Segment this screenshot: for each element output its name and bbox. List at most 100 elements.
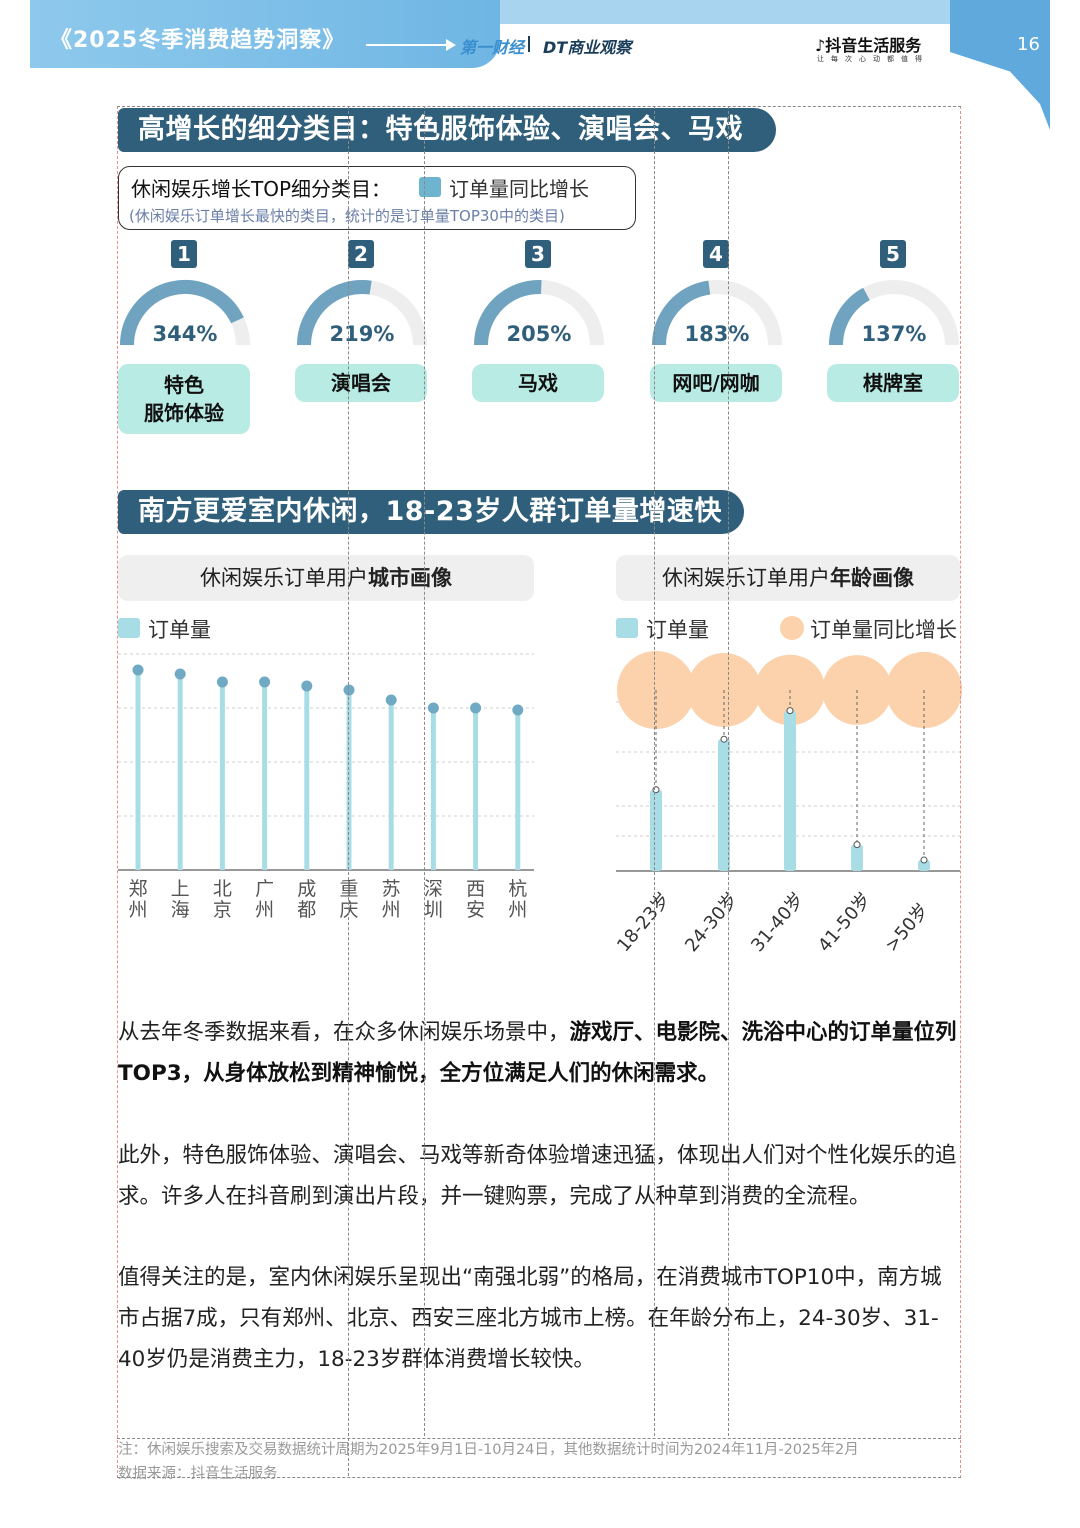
city-tick-label: 深圳 — [423, 878, 443, 921]
city-bar-dot — [343, 684, 355, 696]
section2-title: 南方更爱室内休闲，18-23岁人群订单量增速快 — [138, 496, 722, 527]
gauge-value: 205% — [506, 322, 572, 346]
category-label: 演唱会 — [331, 369, 391, 397]
age-bar-dot — [853, 841, 861, 849]
footer-source: 数据来源：抖音生活服务 — [118, 1466, 278, 1482]
city-legend-swatch — [118, 618, 140, 638]
category-label-line1: 特色 — [164, 373, 204, 397]
douyin-logo-text: 抖音生活服务 — [825, 36, 922, 55]
gauge-fill — [829, 287, 871, 346]
section1-banner: 高增长的细分类目：特色服饰体验、演唱会、马戏 — [118, 108, 776, 152]
age-tick-label: 18-23岁 — [613, 888, 675, 957]
age-bar-dot — [786, 707, 794, 715]
dt-logo: DT商业观察 — [543, 38, 632, 57]
gauge-value: 344% — [152, 322, 218, 346]
age-bar — [718, 739, 730, 871]
category-label-line1: 马戏 — [518, 371, 558, 395]
category-pill: 特色 服饰体验 — [118, 364, 250, 434]
guide-col-2 — [424, 106, 425, 1436]
footer-note: 注：休闲娱乐搜索及交易数据统计周期为2025年9月1日-10月24日，其他数据统… — [118, 1442, 859, 1458]
guide-left — [117, 106, 118, 1478]
city-tick-label: 成都 — [297, 878, 317, 921]
legend-label: 订单量同比增长 — [449, 177, 589, 201]
gauge-fill — [652, 280, 711, 346]
age-tick-label: >50岁 — [881, 899, 934, 957]
gauge-fill — [474, 280, 542, 346]
age-legend-swatch — [616, 618, 638, 638]
age-bar — [851, 844, 863, 871]
rank-badge: 4 — [703, 240, 729, 268]
paragraph-1: 从去年冬季数据来看，在众多休闲娱乐场景中，游戏厅、电影院、洗浴中心的订单量位列T… — [118, 1012, 963, 1094]
guide-right — [960, 106, 961, 1478]
city-tick-label: 广州 — [255, 878, 275, 921]
category-label: 特色 服饰体验 — [144, 371, 224, 427]
age-bar — [650, 789, 662, 871]
age-bar — [918, 860, 930, 871]
rank-badge: 2 — [348, 240, 374, 268]
growth-gauge: 219% — [295, 278, 429, 348]
header-title-block: 《2025冬季消费趋势洞察》 — [30, 0, 500, 68]
growth-legend-box: 休闲娱乐增长TOP细分类目： 订单量同比增长 (休闲娱乐订单增长最快的类目，统计… — [118, 166, 636, 230]
city-bar-dot — [174, 668, 186, 680]
page-number: 16 — [1017, 34, 1040, 55]
city-lollipop-chart — [118, 653, 534, 871]
logo-divider — [528, 36, 530, 52]
age-legend-growth: 订单量同比增长 — [810, 618, 957, 642]
report-title: 《2025冬季消费趋势洞察》 — [50, 28, 346, 53]
paragraph-1-bold: 游戏厅、电影院、洗浴中心的订单量位列TOP3，从身体放松到精神愉悦，全方位满足人… — [118, 1020, 957, 1086]
gauge-svg — [120, 280, 250, 346]
city-legend-label: 订单量 — [148, 618, 211, 642]
category-pill: 马戏 — [472, 364, 604, 402]
category-label: 马戏 — [518, 369, 558, 397]
paragraph-1-text: 从去年冬季数据来看，在众多休闲娱乐场景中， — [118, 1020, 570, 1045]
city-tick-label: 上海 — [170, 878, 190, 921]
yicai-logo: 第一财经 — [460, 38, 525, 57]
legend-title: 休闲娱乐增长TOP细分类目： — [131, 177, 392, 201]
legend-note: (休闲娱乐订单增长最快的类目，统计的是订单量TOP30中的类目) — [129, 207, 565, 225]
age-bar — [784, 710, 796, 871]
city-bar-dot — [385, 694, 397, 706]
section2-banner: 南方更爱室内休闲，18-23岁人群订单量增速快 — [118, 490, 744, 534]
header-strip — [470, 0, 1030, 24]
category-label-line1: 棋牌室 — [863, 371, 923, 395]
city-bar-dot — [259, 676, 271, 688]
city-chart-title: 休闲娱乐订单用户城市画像 — [118, 555, 534, 601]
guide-col-4 — [728, 106, 729, 1436]
page-corner-tab — [950, 0, 1050, 130]
city-bar-dot — [512, 704, 524, 716]
douyin-slogan: 让每次心动都值得 — [817, 55, 929, 63]
city-chart-title-bold: 城市画像 — [368, 566, 452, 590]
gauge-value: 219% — [329, 322, 395, 346]
guide-bottom-2 — [117, 1477, 961, 1478]
section1-title: 高增长的细分类目：特色服饰体验、演唱会、马戏 — [138, 114, 743, 145]
growth-gauge: 183% — [650, 278, 784, 348]
age-tick-label: 31-40岁 — [747, 888, 809, 957]
gauge-svg — [297, 280, 427, 346]
gauge-svg — [652, 280, 782, 346]
rank-badge: 5 — [880, 240, 906, 268]
rank-badge: 1 — [171, 240, 197, 268]
city-tick-label: 郑州 — [128, 878, 148, 921]
gauge-value: 183% — [684, 322, 750, 346]
douyin-logo: ♪抖音生活服务 — [815, 36, 922, 55]
city-tick-label: 西安 — [466, 878, 486, 921]
guide-col-3 — [654, 106, 655, 1436]
growth-gauge: 344% — [118, 278, 252, 348]
city-bar-dot — [427, 702, 439, 714]
city-tick-label: 苏州 — [381, 878, 401, 921]
guide-top — [117, 106, 961, 107]
city-chart-title-prefix: 休闲娱乐订单用户 — [200, 566, 368, 590]
age-bar-dot — [920, 856, 928, 864]
rank-badge: 3 — [525, 240, 551, 268]
gauge-fill — [120, 280, 244, 346]
category-pill: 棋牌室 — [827, 364, 959, 402]
gauge-svg — [474, 280, 604, 346]
category-label-line1: 网吧/网咖 — [672, 371, 760, 395]
city-tick-label: 杭州 — [508, 878, 528, 921]
age-tick-label: 24-30岁 — [681, 888, 743, 957]
city-tick-label: 重庆 — [339, 878, 359, 921]
category-label-line2: 服饰体验 — [144, 401, 224, 425]
category-pill: 演唱会 — [295, 364, 427, 402]
growth-gauge: 205% — [472, 278, 606, 348]
age-legend-dot — [780, 616, 804, 640]
